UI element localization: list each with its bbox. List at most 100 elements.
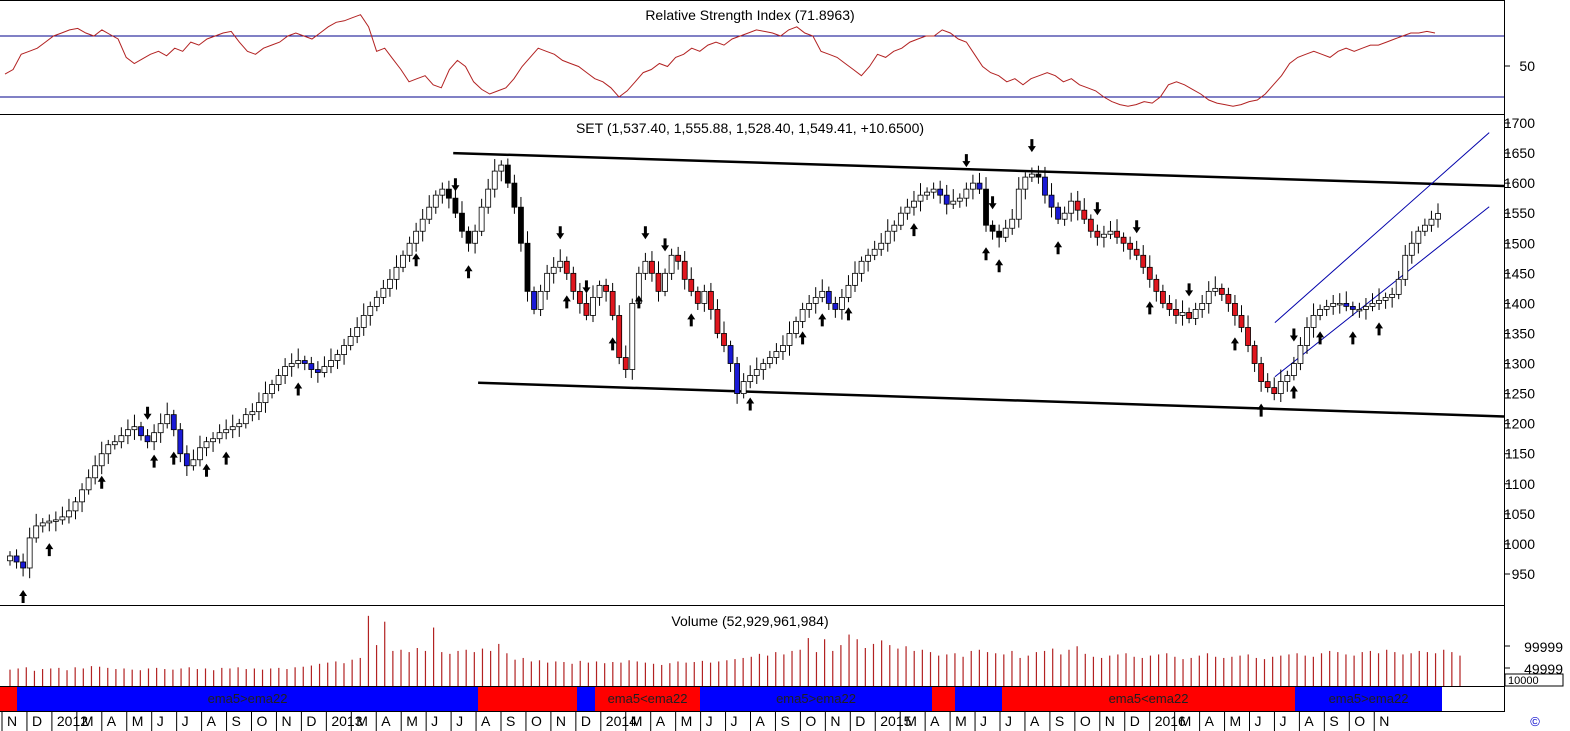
candle [66, 510, 72, 518]
rsi-tick-label: 50 [1519, 58, 1535, 74]
candle [707, 290, 714, 310]
candle [354, 327, 361, 337]
candle [780, 345, 786, 352]
candle [1081, 209, 1088, 220]
candle [72, 501, 79, 512]
candle [144, 435, 151, 443]
candle [1225, 293, 1232, 304]
trendlines [453, 132, 1505, 418]
candle [39, 522, 46, 527]
x-tick-label: N [556, 713, 566, 729]
candle [1133, 248, 1140, 256]
buy-arrow-icon [608, 337, 617, 351]
candle [629, 302, 636, 370]
candle [1173, 309, 1179, 316]
candle [413, 230, 420, 244]
candle [793, 321, 799, 334]
candle [301, 360, 308, 364]
ema-band-segment [955, 687, 1002, 711]
candle [406, 242, 413, 256]
x-tick-label: M [82, 713, 94, 729]
x-tick-label: A [1304, 713, 1314, 729]
x-tick-label: J [706, 713, 713, 729]
price-tick-label: 1400 [1504, 295, 1535, 311]
copyright-icon: © [1530, 714, 1540, 729]
x-tick-label: A [207, 713, 217, 729]
signal-arrows [19, 139, 1384, 603]
trendline-upper [453, 151, 1505, 188]
candle [465, 230, 472, 244]
ema-band-segment [478, 687, 577, 711]
candle [1159, 290, 1166, 304]
candle [1042, 176, 1048, 196]
sell-arrow-icon [1289, 328, 1298, 342]
x-tick-label: J [431, 713, 438, 729]
candle [1402, 254, 1409, 280]
x-tick-label: M [955, 713, 967, 729]
candle [504, 164, 511, 184]
rsi-line [4, 14, 1436, 107]
candle [1336, 302, 1343, 306]
candle [373, 296, 380, 307]
x-tick-label: J [456, 713, 463, 729]
candle [1356, 309, 1363, 312]
candle [753, 369, 760, 376]
buy-arrow-icon [1054, 241, 1063, 255]
candle [1389, 293, 1396, 298]
rsi-title: Relative Strength Index (71.8963) [645, 7, 854, 23]
candle [1343, 302, 1350, 307]
x-tick-label: D [306, 713, 316, 729]
buy-arrow-icon [634, 295, 643, 309]
sell-arrow-icon [1185, 283, 1194, 297]
candle [563, 260, 570, 274]
x-tick-label: 2012 [57, 713, 88, 729]
candle [46, 520, 53, 524]
candle [963, 188, 970, 199]
candle [891, 224, 898, 232]
price-tick-label: 1100 [1505, 476, 1535, 492]
x-tick-label: N [7, 713, 17, 729]
candle [1284, 375, 1291, 382]
candle [904, 206, 911, 214]
candle [937, 188, 944, 196]
ema-band-segment [577, 687, 595, 711]
candle [341, 345, 347, 355]
candle [236, 423, 243, 428]
candle [760, 363, 767, 370]
candle [491, 170, 498, 190]
candle [570, 272, 577, 292]
candle [1304, 327, 1310, 346]
price-tick-label: 1350 [1504, 325, 1535, 341]
candle [747, 375, 754, 382]
candle [956, 197, 963, 202]
candle [288, 363, 295, 367]
ema-band-segment [595, 687, 700, 711]
x-tick-label: A [107, 713, 117, 729]
x-tick-label: S [1329, 713, 1338, 729]
candle [197, 447, 203, 461]
candle [229, 426, 236, 431]
x-tick-label: J [1279, 713, 1286, 729]
candle [911, 200, 917, 208]
candle [1251, 345, 1258, 364]
price-tick-label: 1200 [1504, 416, 1535, 432]
candle [766, 357, 773, 364]
candle [125, 429, 131, 437]
price-tick-label: 1250 [1504, 386, 1535, 402]
candle [1166, 302, 1173, 310]
candle [328, 360, 334, 367]
price-tick-label: 1550 [1504, 205, 1535, 221]
buy-arrow-icon [412, 253, 421, 267]
candle [1002, 227, 1009, 238]
x-tick-label: J [182, 713, 189, 729]
x-tick-label: S [780, 713, 789, 729]
candle [609, 290, 616, 316]
candle [105, 444, 112, 455]
candle [721, 333, 727, 346]
candle [642, 260, 649, 274]
x-tick-label: D [581, 713, 591, 729]
trendline-channel-lower [1274, 206, 1490, 378]
candle [1153, 278, 1160, 292]
candle [20, 561, 27, 569]
candle [924, 191, 930, 196]
